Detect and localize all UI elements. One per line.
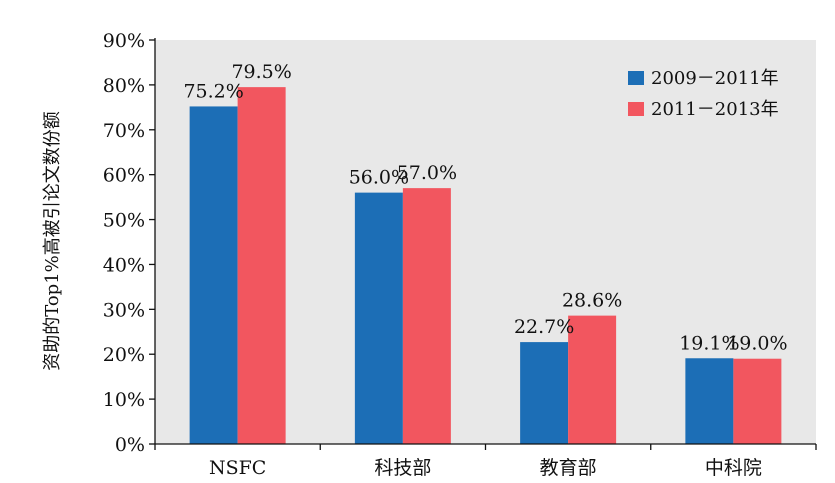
bar-series-2 (237, 87, 286, 444)
bar-series-1 (685, 358, 734, 444)
y-tick-label: 20% (103, 344, 145, 366)
data-label-series-1: 22.7% (514, 316, 574, 338)
y-tick-label: 50% (103, 210, 145, 232)
y-tick-label: 10% (103, 389, 145, 411)
y-tick-label: 60% (103, 165, 145, 187)
bar-series-2 (568, 315, 617, 444)
y-tick-label: 80% (103, 75, 145, 97)
legend-swatch-series-1 (628, 71, 644, 85)
bar-series-1 (520, 342, 569, 444)
data-label-series-2: 19.0% (727, 333, 787, 355)
legend-label-series-2: 2011－2013年 (651, 99, 779, 120)
data-label-series-1: 56.0% (349, 167, 409, 189)
y-tick-label: 70% (103, 120, 145, 142)
data-label-series-1: 19.1% (679, 332, 739, 354)
data-label-series-2: 79.5% (231, 61, 291, 83)
x-category-label: 中科院 (705, 457, 762, 479)
legend-label-series-1: 2009－2011年 (651, 68, 779, 89)
data-label-series-2: 28.6% (562, 290, 622, 312)
y-tick-label: 0% (115, 434, 145, 456)
x-category-label: NSFC (209, 457, 266, 479)
y-tick-label: 30% (103, 299, 145, 321)
legend-swatch-series-2 (628, 102, 644, 116)
y-tick-label: 40% (103, 254, 145, 276)
data-label-series-2: 57.0% (397, 162, 457, 184)
y-axis-label: 资助的Top1%高被引论文数份额 (42, 111, 63, 371)
bar-series-1 (354, 192, 403, 444)
bar-series-2 (402, 188, 451, 444)
data-label-series-1: 75.2% (183, 80, 243, 102)
bar-series-2 (733, 358, 782, 444)
x-category-label: 科技部 (374, 457, 431, 479)
bar-series-1 (189, 106, 238, 445)
legend: 2009－2011年 2011－2013年 (628, 68, 779, 120)
x-category-label: 教育部 (540, 457, 597, 479)
y-tick-label: 90% (103, 30, 145, 52)
